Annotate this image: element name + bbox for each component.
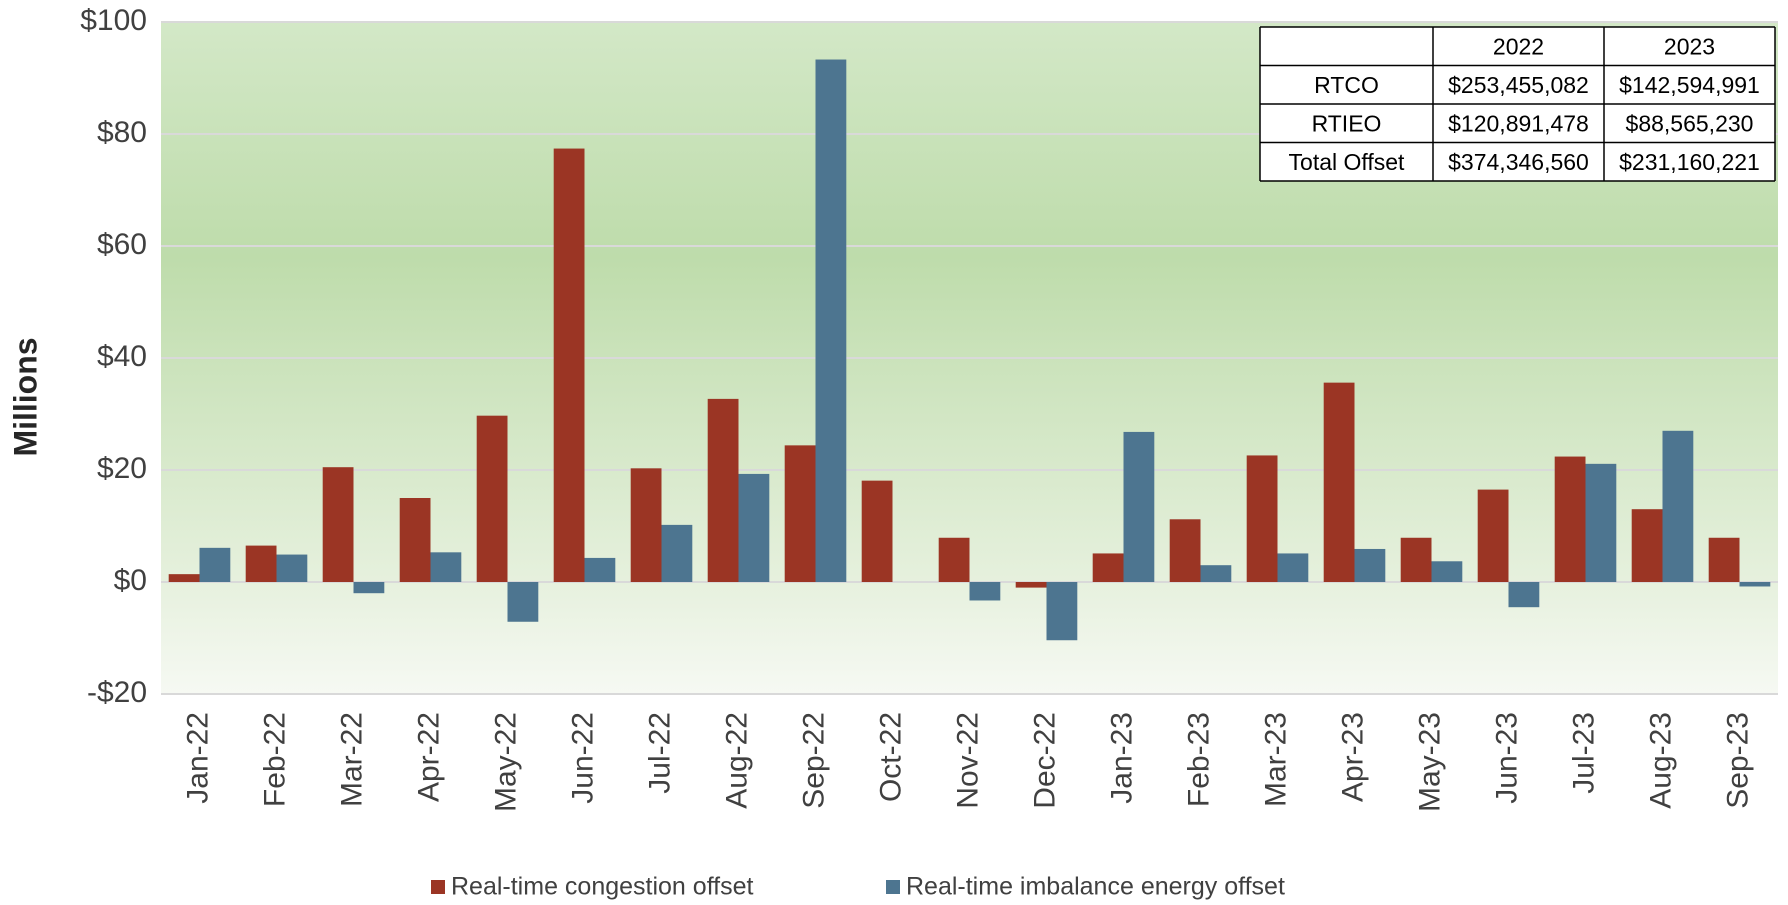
y-tick-label: $40 [97,340,147,373]
y-tick-label: $60 [97,228,147,261]
bar [1508,582,1540,608]
bar [1585,463,1617,582]
bar [1200,565,1232,582]
x-tick-label: May-22 [489,712,522,812]
bar [1092,553,1124,582]
table-cell: $374,346,560 [1448,149,1589,175]
bar [1015,582,1047,588]
bar [245,545,277,582]
bar [1046,582,1078,641]
x-tick-label: Dec-22 [1028,712,1061,809]
x-tick-label: Feb-23 [1182,712,1215,807]
bar [1123,431,1155,582]
bar [938,537,970,582]
bar [707,398,739,582]
bar [199,547,231,582]
bar [1323,382,1355,582]
bar [399,498,431,582]
x-tick-label: Oct-22 [874,712,907,802]
bar [276,554,308,582]
bar [1169,519,1201,582]
bar [1277,553,1309,582]
x-tick-label: May-23 [1413,712,1446,812]
x-tick-label: Aug-22 [720,712,753,809]
bar [1739,582,1771,587]
table-cell: RTIEO [1312,110,1382,136]
bar [584,557,616,582]
x-tick-label: Jun-23 [1490,712,1523,804]
bar [1400,537,1432,582]
x-tick-label: Apr-23 [1336,712,1369,802]
y-tick-label: $100 [80,4,147,37]
bar [784,445,816,582]
table-cell: RTCO [1314,72,1379,98]
table-cell: $231,160,221 [1619,149,1760,175]
table-header: 2023 [1664,33,1715,59]
x-tick-label: Mar-22 [335,712,368,807]
bar [1431,561,1463,582]
x-tick-label: Jun-22 [566,712,599,804]
bar [1477,489,1509,582]
bar [1708,537,1740,582]
bar [507,582,539,622]
x-tick-label: Nov-22 [951,712,984,809]
table-cell: Total Offset [1289,149,1406,175]
table-cell: $142,594,991 [1619,72,1760,98]
bar [1662,430,1694,582]
table-header: 2022 [1493,33,1544,59]
bar [322,467,354,582]
legend-swatch [431,880,445,894]
legend-label: Real-time congestion offset [451,873,754,901]
bar [1631,509,1663,582]
bar [168,574,200,582]
x-tick-label: Jan-22 [181,712,214,804]
bar [969,582,1001,601]
bar [1554,456,1586,582]
x-tick-label: Jul-22 [643,712,676,794]
y-tick-label: $80 [97,116,147,149]
bar [1246,455,1278,582]
bar [861,480,893,582]
table-cell: $88,565,230 [1626,110,1754,136]
y-tick-label: -$20 [87,676,147,709]
x-tick-label: Mar-23 [1259,712,1292,807]
x-tick-label: Apr-22 [412,712,445,802]
table-cell: $120,891,478 [1448,110,1589,136]
legend-swatch [886,880,900,894]
bar [553,148,585,582]
table-cell: $253,455,082 [1448,72,1589,98]
bar [630,468,662,582]
bar [661,524,693,582]
bar [815,59,847,582]
legend-label: Real-time imbalance energy offset [906,873,1285,901]
bar [1354,548,1386,582]
x-tick-label: Aug-23 [1644,712,1677,809]
x-tick-label: Sep-22 [797,712,830,809]
y-tick-label: $20 [97,452,147,485]
x-tick-label: Jul-23 [1567,712,1600,794]
x-tick-label: Jan-23 [1105,712,1138,804]
bar [738,473,770,582]
y-tick-label: $0 [114,564,147,597]
x-tick-label: Feb-22 [258,712,291,807]
bar [353,582,385,594]
bar [430,552,462,582]
bar [476,415,508,582]
y-axis-label: Millions [7,337,43,456]
x-tick-label: Sep-23 [1721,712,1754,809]
